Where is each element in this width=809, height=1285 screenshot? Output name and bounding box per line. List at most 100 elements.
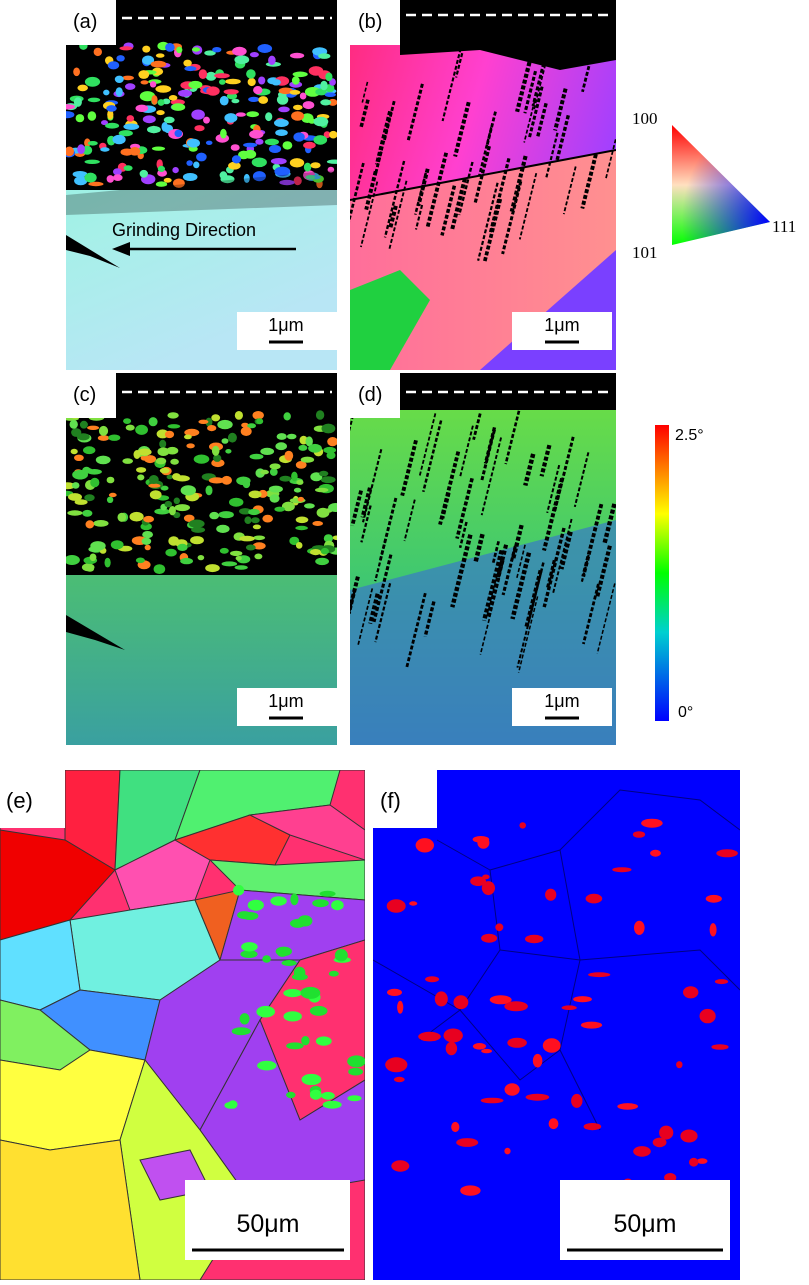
blob — [571, 1093, 583, 1108]
grain — [225, 78, 241, 85]
grain — [168, 95, 178, 101]
grain — [348, 1067, 363, 1076]
blob — [696, 1158, 708, 1164]
grain — [289, 536, 300, 546]
grain — [77, 84, 88, 92]
grain — [295, 461, 307, 469]
grain — [156, 110, 165, 116]
blob — [680, 1129, 698, 1143]
grain — [204, 50, 216, 56]
grain — [256, 1005, 276, 1018]
grain — [161, 122, 169, 132]
grain — [286, 433, 297, 440]
streak — [551, 518, 573, 595]
grain — [264, 138, 279, 146]
grain — [74, 176, 88, 186]
grain — [246, 111, 259, 118]
grain — [262, 955, 271, 963]
grain — [143, 515, 155, 523]
grain — [244, 516, 252, 524]
grain — [113, 168, 122, 176]
grain — [209, 511, 220, 520]
color-bar-legend: 2.5° 0° — [655, 425, 704, 721]
grain — [164, 430, 175, 439]
blob — [561, 1005, 577, 1010]
grain — [300, 986, 321, 999]
label-box — [373, 770, 437, 828]
blob — [689, 1157, 699, 1167]
blob — [699, 1008, 716, 1024]
blob — [612, 867, 632, 873]
grain — [140, 80, 149, 85]
blob — [393, 1076, 405, 1083]
grain — [142, 531, 154, 539]
blob — [489, 995, 512, 1005]
grain-boundaries — [373, 789, 740, 1131]
grain — [160, 485, 169, 491]
streak — [594, 545, 612, 599]
streak — [440, 492, 451, 519]
grain — [168, 506, 176, 516]
grain — [268, 55, 276, 65]
grain — [144, 544, 151, 551]
grain — [305, 175, 316, 180]
grain — [129, 511, 144, 522]
blob — [504, 1147, 511, 1155]
grain — [193, 454, 210, 464]
grain — [107, 109, 114, 120]
grain — [188, 519, 205, 528]
boundary — [489, 789, 740, 871]
grain — [274, 119, 289, 127]
label-box — [350, 0, 400, 45]
grain — [236, 476, 251, 486]
grain — [279, 179, 295, 186]
grain — [292, 71, 308, 78]
grain — [87, 425, 100, 430]
grain — [107, 61, 120, 70]
blob — [634, 920, 645, 935]
grain — [328, 503, 337, 512]
streak — [458, 161, 474, 216]
grain — [221, 475, 232, 485]
grain — [90, 541, 106, 551]
grain — [151, 146, 166, 151]
grain — [198, 69, 208, 79]
grain — [324, 92, 336, 97]
streak — [416, 168, 430, 207]
grain — [159, 467, 170, 474]
annotation: Grinding Direction — [112, 220, 256, 240]
grain — [208, 477, 225, 484]
grain — [318, 470, 329, 477]
grain — [87, 97, 101, 103]
grain — [289, 158, 305, 168]
grain — [207, 425, 217, 432]
grain — [262, 514, 274, 523]
streak — [480, 429, 496, 483]
streak — [496, 544, 509, 578]
grain — [74, 499, 88, 505]
grain — [315, 487, 329, 493]
boundary — [559, 849, 601, 1131]
grain — [100, 147, 110, 152]
grain — [239, 508, 252, 515]
grain — [205, 564, 220, 573]
grain — [296, 479, 304, 485]
grain — [88, 181, 104, 187]
grain — [248, 490, 262, 499]
panel-label: (f) — [380, 788, 401, 813]
grain — [208, 859, 365, 901]
grain — [112, 134, 126, 145]
grain — [305, 436, 313, 447]
streak — [441, 48, 462, 122]
scale-label: 1μm — [544, 691, 579, 711]
grain — [0, 1139, 141, 1280]
grain — [84, 172, 97, 183]
blob — [573, 996, 592, 1003]
grain — [323, 131, 331, 139]
grain — [135, 104, 149, 113]
blob — [495, 923, 504, 932]
grain — [226, 92, 238, 100]
grain — [315, 410, 325, 420]
grain — [79, 420, 88, 429]
grain — [205, 417, 213, 427]
